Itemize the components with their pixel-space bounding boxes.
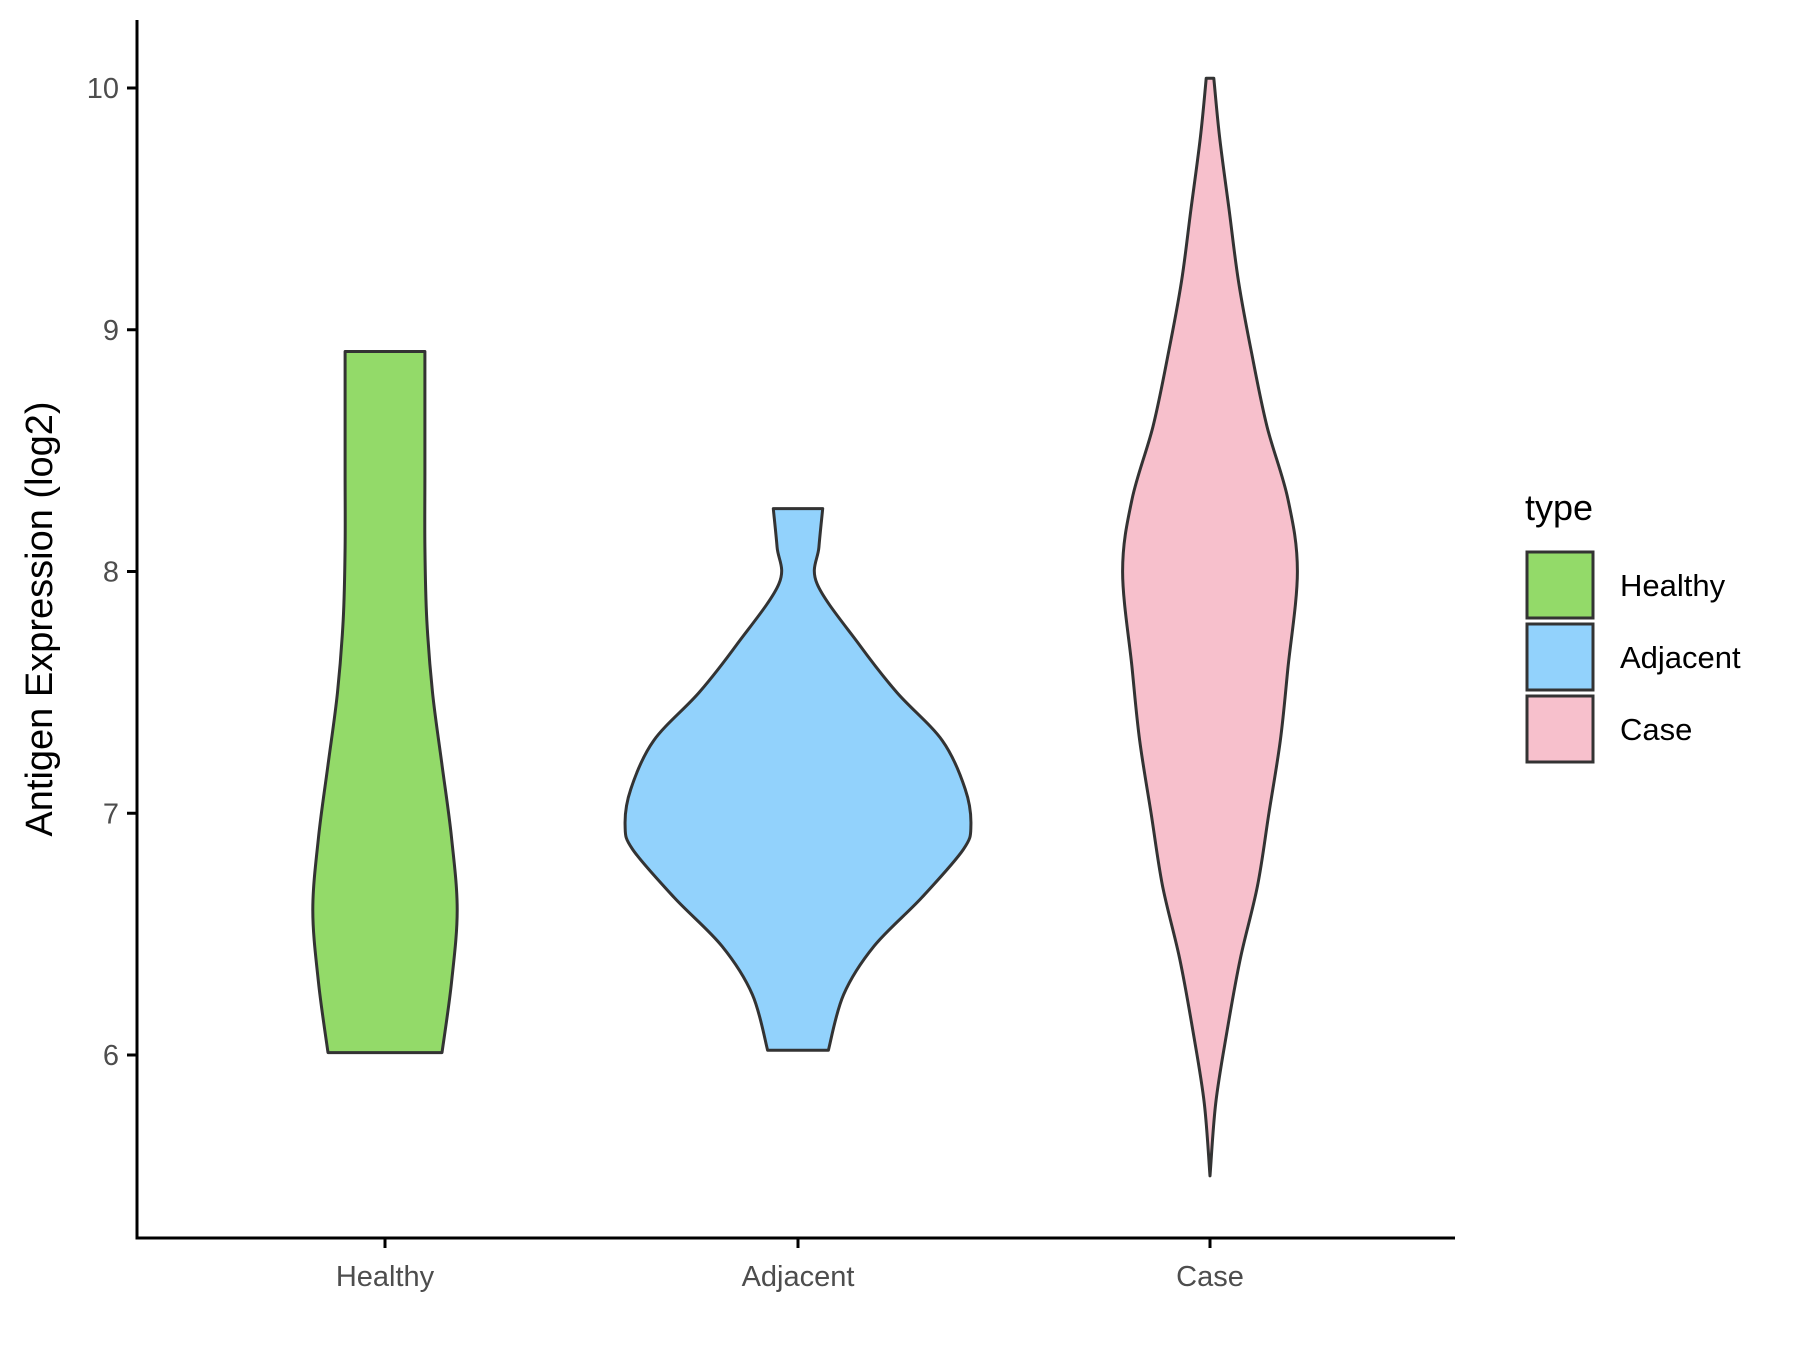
legend-swatch-adjacent (1525, 622, 1595, 692)
y-tick-label: 8 (103, 557, 119, 589)
legend-swatch-case (1525, 694, 1595, 764)
legend-swatch-healthy (1525, 550, 1595, 620)
x-axis-ticks: Healthy Adjacent Case (336, 1238, 1244, 1293)
x-tick-label-case: Case (1176, 1261, 1244, 1293)
legend-label-case: Case (1620, 712, 1692, 747)
legend-title: type (1525, 487, 1593, 528)
legend-label-adjacent: Adjacent (1620, 640, 1741, 675)
y-tick-label: 7 (103, 798, 119, 830)
x-tick-label-adjacent: Adjacent (742, 1261, 855, 1293)
violin-case (1121, 76, 1299, 1178)
y-tick-label: 9 (103, 315, 119, 347)
violin-layer (311, 76, 1299, 1178)
y-axis-ticks: 6 7 8 9 10 (87, 73, 137, 1072)
y-tick-label: 6 (103, 1040, 119, 1072)
y-axis-title: Antigen Expression (log2) (19, 401, 61, 836)
legend: type Healthy Adjacent Case (1525, 487, 1741, 764)
y-tick-label: 10 (87, 73, 119, 105)
violin-adjacent (623, 507, 973, 1052)
x-tick-label-healthy: Healthy (336, 1261, 435, 1293)
violin-healthy (311, 350, 459, 1055)
legend-label-healthy: Healthy (1620, 568, 1726, 603)
